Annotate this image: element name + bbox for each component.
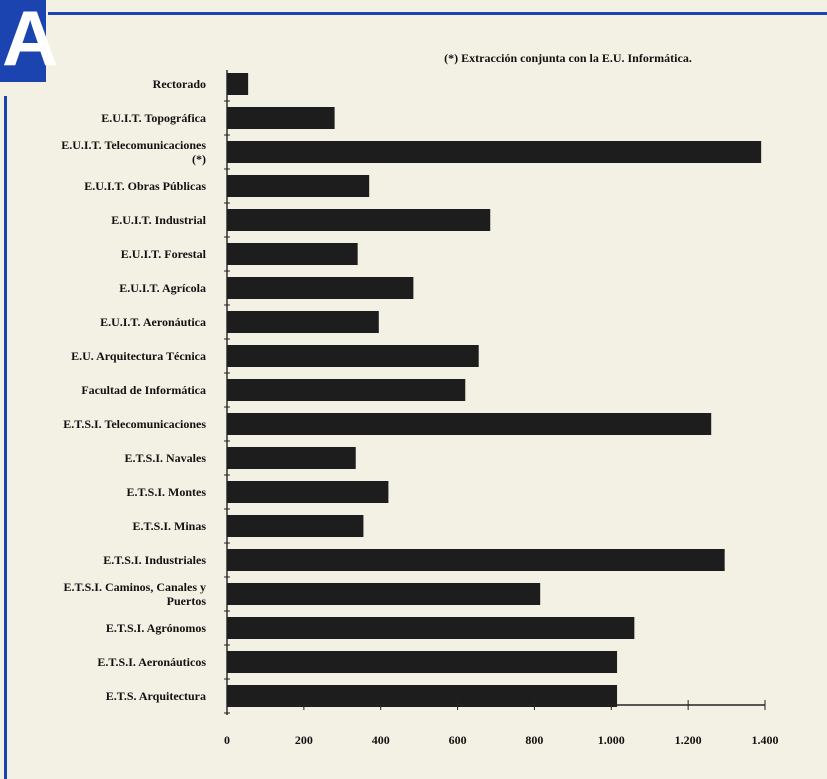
category-label: E.U.I.T. Aeronáutica (100, 315, 206, 329)
category-label: E.U. Arquitectura Técnica (71, 349, 206, 363)
category-label: E.T.S.I. Montes (127, 485, 207, 499)
x-tick-label: 600 (449, 733, 467, 747)
bar (227, 345, 479, 367)
bars-group (227, 73, 762, 707)
bar (227, 175, 370, 197)
bar (227, 617, 635, 639)
bar (227, 685, 618, 707)
category-label: E.T.S.I. Caminos, Canales y (64, 580, 206, 594)
side-rule (4, 96, 7, 779)
x-tick-label: 1.000 (598, 733, 625, 747)
category-label: E.T.S. Arquitectura (106, 689, 206, 703)
category-label: E.U.I.T. Topográfica (101, 111, 206, 125)
bar (227, 515, 364, 537)
bar (227, 73, 249, 95)
category-label: E.T.S.I. Navales (125, 451, 207, 465)
category-label: E.U.I.T. Telecomunicaciones (61, 138, 206, 152)
bar (227, 209, 491, 231)
header-rule (48, 12, 827, 15)
category-label: E.T.S.I. Industriales (103, 553, 206, 567)
category-label: Puertos (167, 594, 207, 608)
chart-annotation: (*) Extracción conjunta con la E.U. Info… (444, 51, 692, 65)
category-label: Facultad de Informática (81, 383, 206, 397)
category-label: E.U.I.T. Agrícola (119, 281, 206, 295)
bar (227, 379, 466, 401)
bar (227, 243, 358, 265)
category-label: E.U.I.T. Industrial (111, 213, 206, 227)
x-tick-label: 0 (224, 733, 230, 747)
x-axis: 0 200 400 600 800 1.000 1.200 1.400 (224, 70, 779, 747)
category-label: E.U.I.T. Forestal (121, 247, 207, 261)
bar (227, 413, 712, 435)
category-label: E.T.S.I. Aeronáuticos (97, 655, 206, 669)
bar (227, 277, 414, 299)
bar (227, 481, 389, 503)
x-tick-label: 400 (372, 733, 390, 747)
category-labels: Rectorado E.U.I.T. Topográfica E.U.I.T. Te… (61, 77, 206, 703)
bar (227, 311, 379, 333)
bar (227, 141, 762, 163)
bar (227, 583, 541, 605)
category-label: (*) (192, 152, 206, 166)
category-label: E.T.S.I. Agrónomos (106, 621, 206, 635)
bar (227, 549, 725, 571)
category-label: E.T.S.I. Minas (133, 519, 207, 533)
category-label: E.U.I.T. Obras Públicas (84, 179, 206, 193)
x-tick-label: 200 (295, 733, 313, 747)
category-label: E.T.S.I. Telecomunicaciones (63, 417, 206, 431)
bar (227, 107, 335, 129)
bar (227, 651, 618, 673)
category-label: Rectorado (153, 77, 206, 91)
x-tick-label: 1.200 (675, 733, 702, 747)
x-tick-label: 800 (525, 733, 543, 747)
x-tick-label: 1.400 (752, 733, 779, 747)
bar (227, 447, 356, 469)
